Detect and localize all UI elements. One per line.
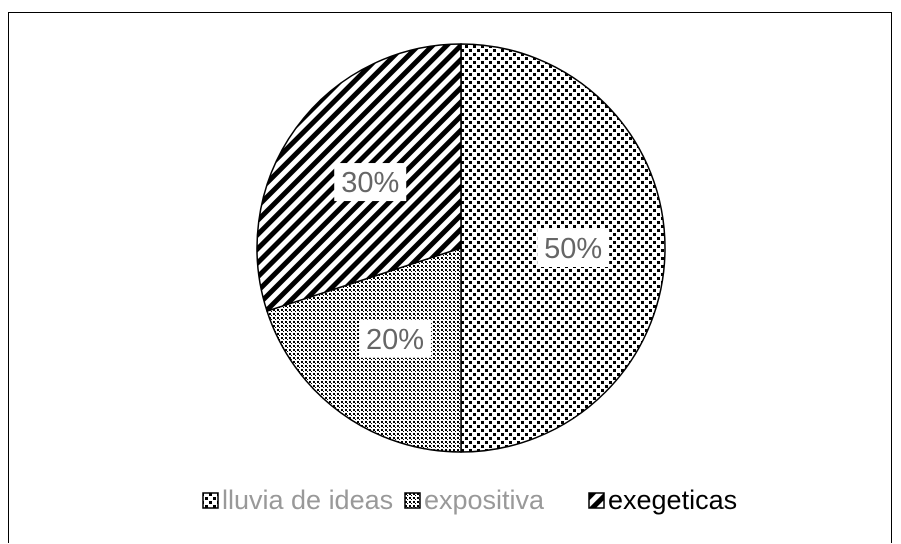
data-label-background bbox=[359, 319, 432, 358]
data-label-exegeticas: 30% bbox=[341, 167, 399, 199]
legend-label-exegeticas: exegeticas bbox=[608, 485, 737, 515]
chart-frame: 50% 20% 30% lluvia de ideas expositiva exege… bbox=[8, 12, 892, 543]
legend-swatch-exegeticas bbox=[588, 492, 605, 509]
data-label-expositiva: 20% bbox=[366, 324, 424, 356]
pie-chart: 50% 20% 30% lluvia de ideas expositiva exege… bbox=[202, 43, 737, 515]
legend-label-lluvia-de-ideas: lluvia de ideas bbox=[222, 485, 393, 515]
legend-swatch-expositiva bbox=[404, 492, 421, 509]
legend-label-expositiva: expositiva bbox=[424, 485, 545, 515]
data-label-background bbox=[334, 163, 407, 202]
data-label-lluvia-de-ideas: 50% bbox=[544, 233, 602, 265]
data-label-background bbox=[537, 229, 610, 267]
legend-swatch-lluvia-de-ideas bbox=[202, 492, 219, 509]
